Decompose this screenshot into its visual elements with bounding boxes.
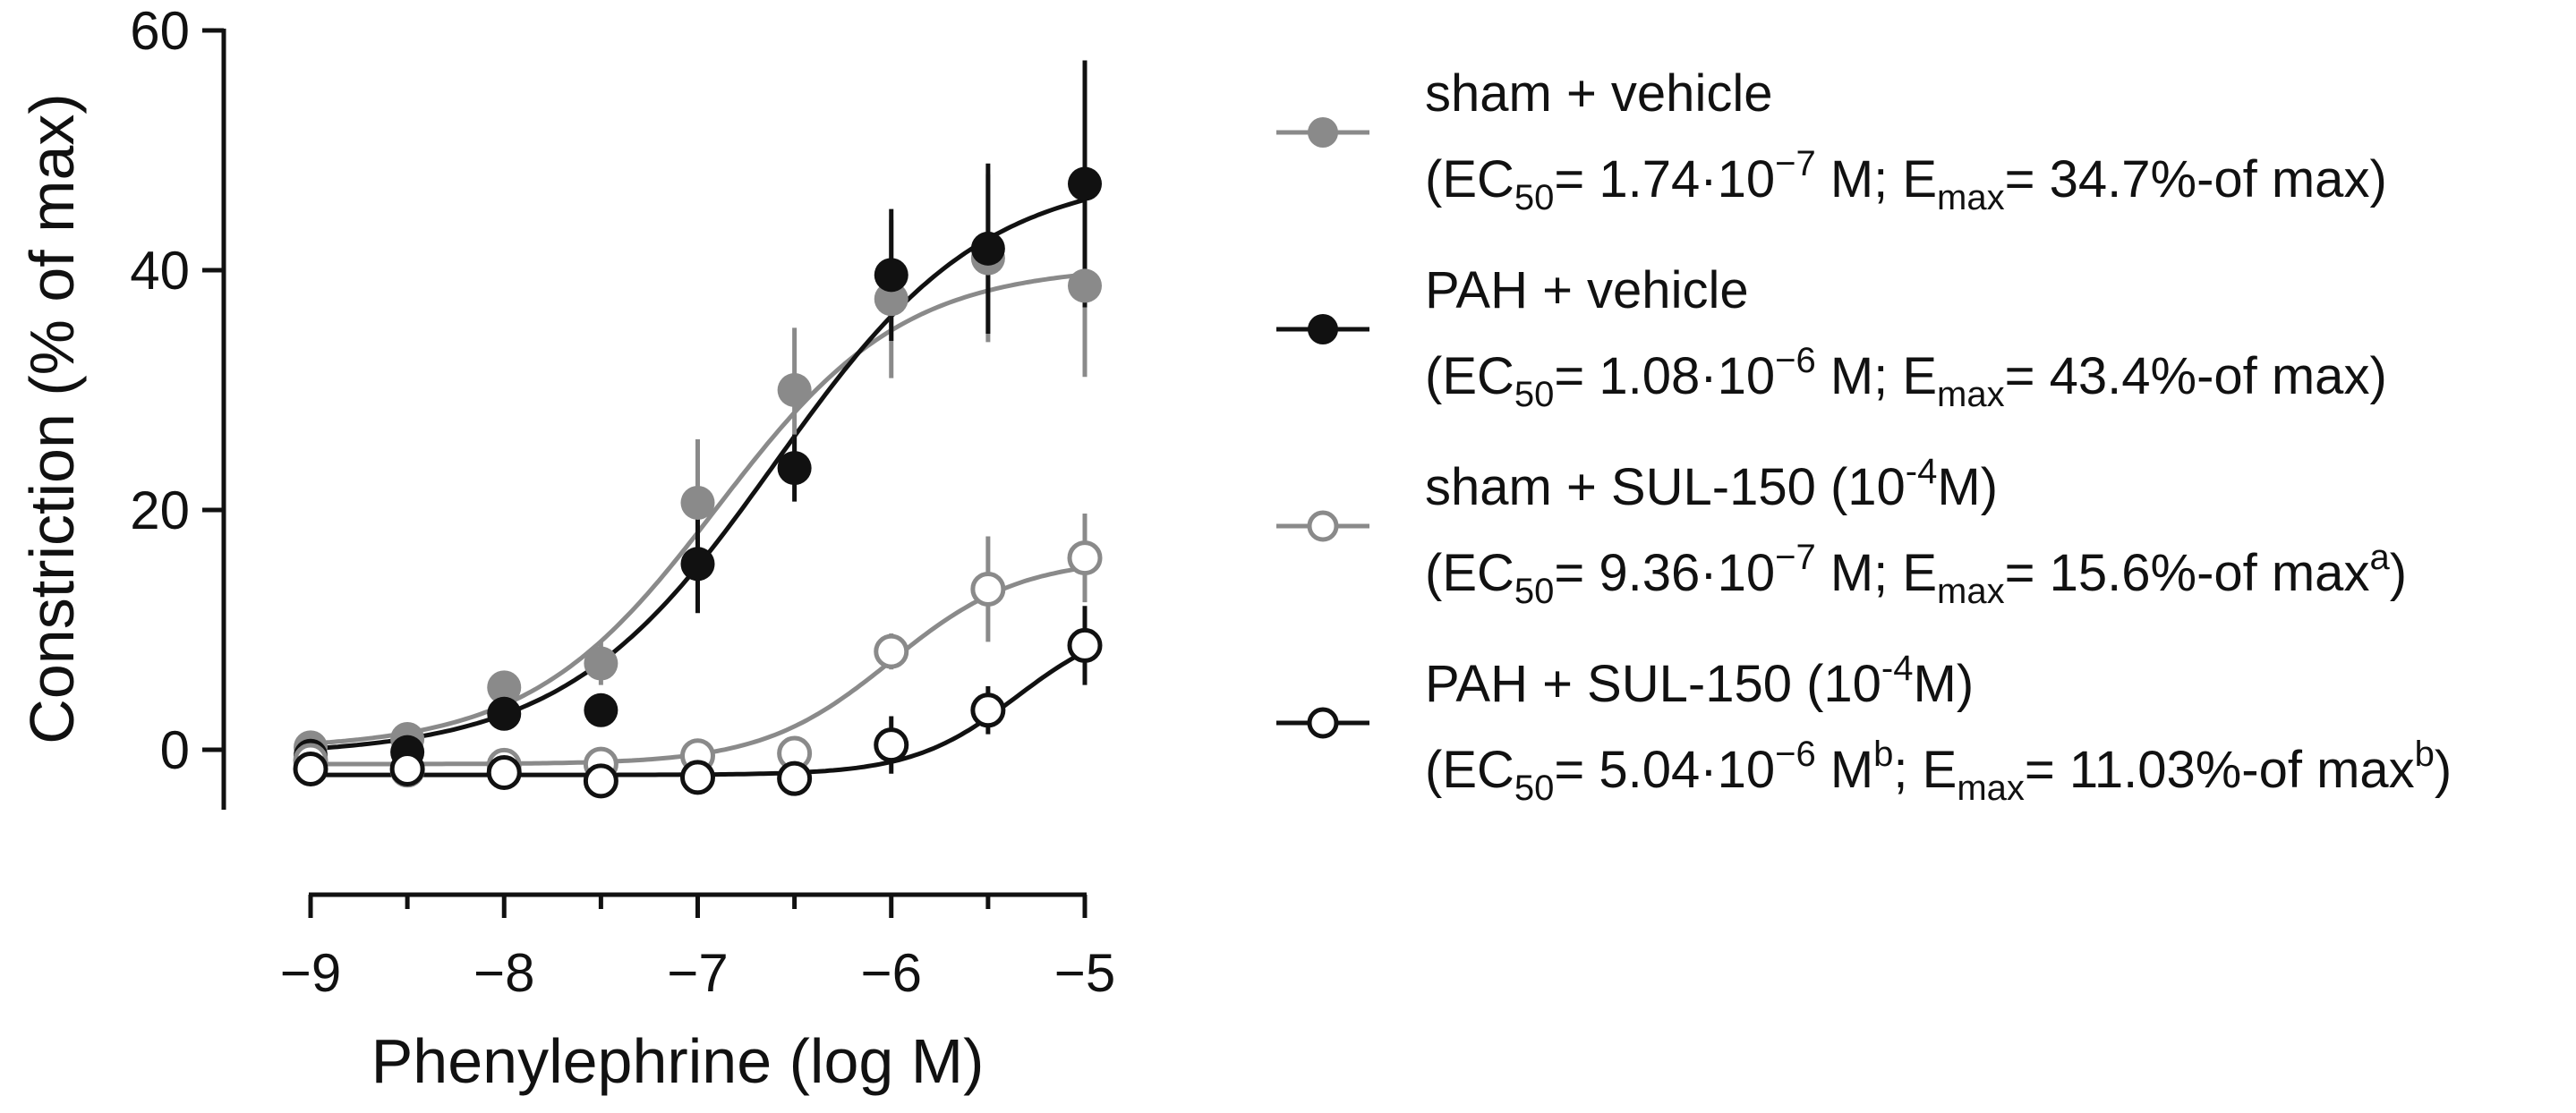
legend-stats: (EC50= 1.74·10−7 M; Emax= 34.7%-of max) [1425, 144, 2387, 217]
data-point [1067, 540, 1103, 576]
data-point [486, 754, 522, 790]
legend-marker [1308, 117, 1338, 148]
legend-stats: (EC50= 9.36·10−7 M; Emax= 15.6%-of maxa) [1425, 538, 2407, 611]
x-tick-label: −5 [1054, 943, 1115, 1003]
data-point [777, 373, 812, 407]
x-tick-label: −9 [280, 943, 341, 1003]
data-point [293, 751, 328, 786]
data-point [874, 282, 908, 317]
data-point [777, 760, 813, 796]
error-bars [308, 60, 1088, 787]
legend-label: PAH + SUL-150 (10-4M) [1425, 649, 1974, 713]
data-point [583, 763, 618, 799]
data-point [874, 727, 909, 763]
data-point [1068, 166, 1102, 201]
y-axis-title: Constriction (% of max) [17, 93, 87, 743]
data-point [487, 696, 522, 731]
data-point [680, 760, 715, 795]
data-point [487, 670, 522, 705]
legend-stats: (EC50= 1.08·10−6 M; Emax= 43.4%-of max) [1425, 341, 2387, 414]
legend-entry-sham-vehicle: sham + vehicle (EC50= 1.74·10−7 M; Emax=… [1276, 64, 2387, 217]
data-point [584, 646, 618, 681]
data-points [293, 166, 1103, 799]
data-point [389, 751, 425, 786]
y-tick-label: 20 [130, 480, 190, 540]
data-point [970, 571, 1006, 607]
legend-label: PAH + vehicle [1425, 261, 1749, 319]
data-point [970, 692, 1006, 728]
y-tick-label: 40 [130, 241, 190, 301]
x-axis-title: Phenylephrine (log M) [371, 1026, 985, 1096]
legend-entry-sham-sul150: sham + SUL-150 (10-4M) (EC50= 9.36·10−7 … [1276, 452, 2407, 611]
axes: 0 20 40 60 −9 −8 −7 −6 −5 [130, 1, 1115, 1003]
x-tick-label: −7 [667, 943, 728, 1003]
data-point [970, 231, 1005, 266]
legend-marker [1308, 314, 1338, 344]
data-point [1067, 627, 1103, 663]
legend-entry-pah-vehicle: PAH + vehicle (EC50= 1.08·10−6 M; Emax= … [1276, 261, 2387, 414]
data-point [1068, 268, 1102, 303]
x-tick-label: −6 [861, 943, 922, 1003]
legend-marker [1307, 707, 1339, 739]
x-tick-label: −8 [473, 943, 534, 1003]
data-point [584, 692, 618, 727]
legend: sham + vehicle (EC50= 1.74·10−7 M; Emax=… [1276, 64, 2452, 808]
legend-marker [1307, 510, 1339, 542]
data-point [777, 451, 812, 486]
legend-stats: (EC50= 5.04·10−6 Mb; Emax= 11.03%-of max… [1425, 735, 2452, 808]
data-point [874, 633, 909, 669]
data-point [680, 485, 715, 520]
legend-entry-pah-sul150: PAH + SUL-150 (10-4M) (EC50= 5.04·10−6 M… [1276, 649, 2452, 808]
legend-label: sham + SUL-150 (10-4M) [1425, 452, 1998, 516]
data-point [874, 258, 908, 293]
y-tick-label: 60 [130, 1, 190, 61]
legend-label: sham + vehicle [1425, 64, 1772, 123]
y-tick-label: 0 [160, 720, 190, 780]
data-point [680, 547, 715, 582]
